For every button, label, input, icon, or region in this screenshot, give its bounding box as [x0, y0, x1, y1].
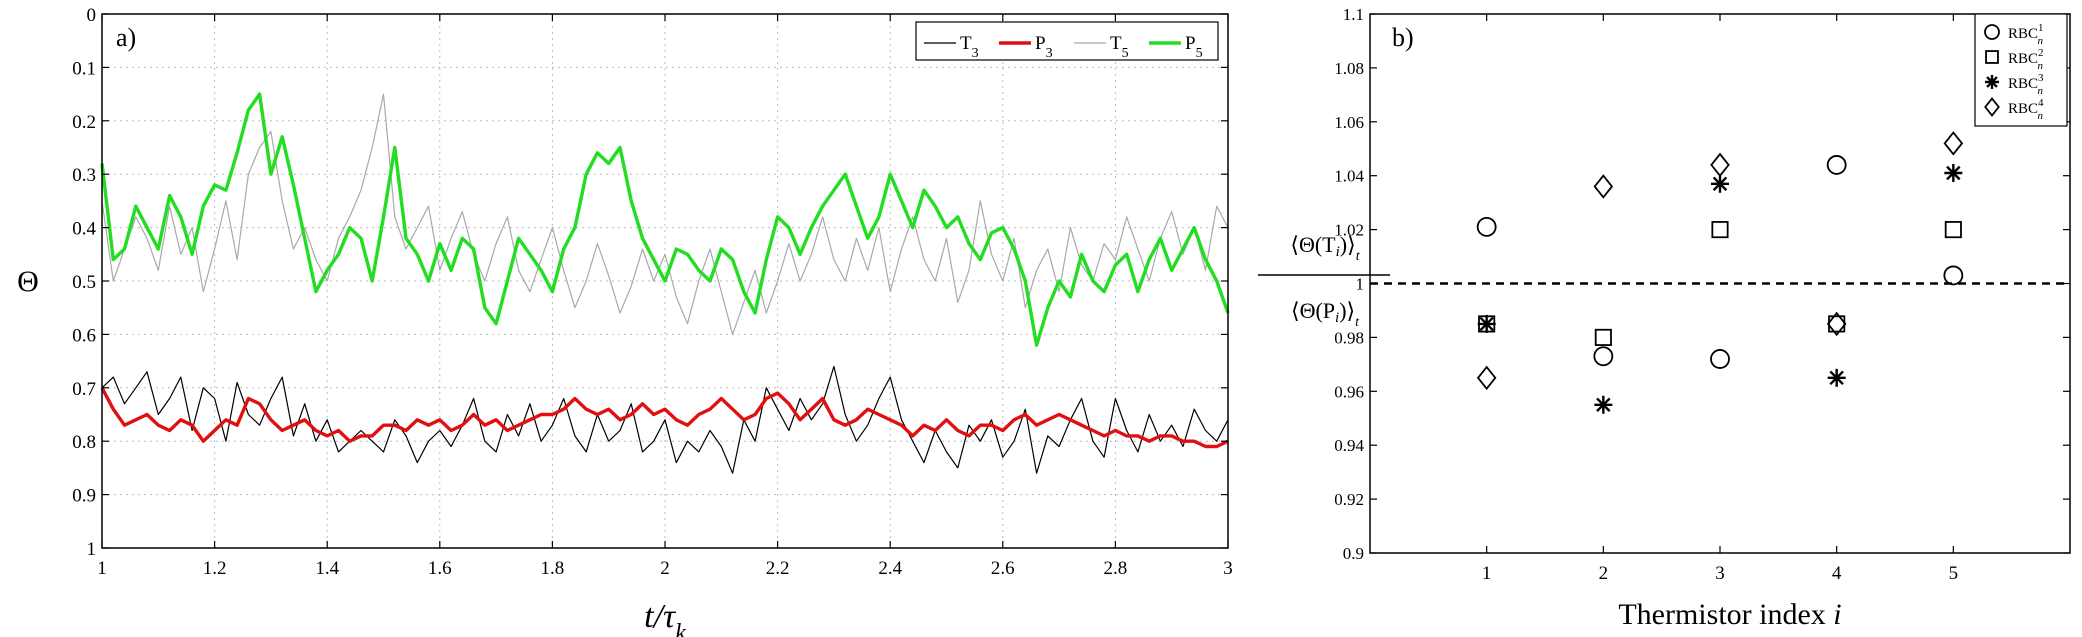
marker-asterisk [1827, 368, 1846, 387]
panel-a: 1 1.2 1.4 1.6 1.8 2 2.2 2.4 2.6 2.8 3 0 0.1 0.2 0.3 0.4… [17, 5, 1233, 637]
y-tick-label: 1.04 [1334, 167, 1364, 186]
legend-marker-asterisk [1985, 75, 1999, 89]
y-tick-label: 1.06 [1334, 113, 1364, 132]
series-line-T3 [101, 365, 1229, 474]
marker-square [1594, 328, 1612, 346]
marker-circle [1593, 346, 1614, 367]
legend-box [915, 21, 1219, 61]
panel-b: 1 2 3 4 5 0.9 0.92 0.94 0.96 0.98 1 1.02 1.04 1.06 1.0… [1258, 5, 2071, 631]
legend-label: RBC4 n [2008, 97, 2044, 122]
y-tick-label: 0.2 [72, 112, 96, 133]
y-tick-label: 0.96 [1334, 382, 1364, 401]
y-tick-label: 0.4 [72, 219, 96, 240]
legend-label: RBC1 n [2008, 22, 2044, 47]
x-tick-label: 2.4 [878, 558, 902, 579]
x-tick-label: 1.8 [541, 558, 565, 579]
marker-asterisk-stroke [1946, 165, 1961, 181]
marker-asterisk-stroke [1829, 370, 1844, 386]
x-tick-label: 3 [1223, 558, 1233, 579]
y-tick-label: 0.3 [72, 165, 96, 186]
legend-marker-diamond [1984, 97, 2000, 117]
x-tick-label: 5 [1949, 563, 1959, 584]
x-tick-label: 1.2 [203, 558, 227, 579]
y-axis-label-numerator: ⟨Θ(Ti)⟩t [1290, 232, 1360, 264]
marker-asterisk-stroke [1712, 176, 1728, 191]
marker-square [1711, 221, 1729, 239]
marker-circle [1710, 349, 1730, 369]
y-tick-label: 0.92 [1334, 490, 1364, 509]
y-tick-label: 0.8 [72, 432, 96, 453]
marker-circle [1476, 217, 1497, 237]
marker-circle [1826, 155, 1847, 175]
x-axis-label: t/τk [644, 598, 686, 637]
legend-label-P3: P3 [1035, 33, 1053, 61]
y-axis-label: Θ [17, 265, 39, 298]
marker-circle [1943, 265, 1964, 286]
panel-label: a) [116, 23, 136, 52]
marker-diamond [1593, 174, 1614, 199]
marker-asterisk [1594, 395, 1613, 414]
legend: T3 P3 T5 P5 [915, 21, 1219, 61]
legend-label-T5: T5 [1110, 33, 1129, 61]
markers [1476, 131, 1964, 414]
legend-label: RBC2 n [2008, 47, 2044, 72]
marker-diamond [1476, 365, 1497, 391]
series-line-T5 [101, 93, 1229, 335]
marker-asterisk-stroke [1596, 397, 1611, 412]
y-axis-label-denominator: ⟨Θ(Pi)⟩t [1291, 298, 1360, 330]
x-tick-label: 1 [1482, 563, 1492, 584]
marker-asterisk [1944, 164, 1963, 183]
x-tick-label: 1.4 [315, 558, 339, 579]
legend-marker-square [1985, 50, 1999, 64]
y-tick-label: 0.98 [1334, 328, 1364, 347]
y-tick-label: 1.1 [1343, 5, 1364, 24]
legend-label-T3: T3 [960, 33, 979, 61]
x-tick-label: 1.6 [428, 558, 452, 579]
x-tick-label: 1 [97, 558, 107, 579]
x-tick-label: 3 [1715, 563, 1725, 584]
x-tick-label: 2.6 [991, 558, 1015, 579]
x-axis-label: Thermistor index i [1618, 598, 1841, 631]
marker-diamond [1826, 311, 1847, 337]
y-tick-label: 0.6 [72, 325, 96, 346]
x-tick-label: 2.8 [1104, 558, 1128, 579]
y-tick-label: 0.7 [72, 379, 96, 400]
x-tick-label: 2.2 [766, 558, 790, 579]
y-tick-label: 0.9 [72, 486, 96, 507]
y-tick-label: 1.02 [1334, 221, 1364, 240]
marker-asterisk-stroke [1479, 316, 1494, 332]
marker-asterisk [1711, 174, 1729, 193]
legend-label-P5: P5 [1185, 33, 1203, 61]
series-line-P5 [100, 92, 1230, 347]
marker-diamond [1710, 152, 1730, 178]
y-tick-label: 0.1 [72, 58, 96, 79]
y-tick-label: 0 [87, 5, 97, 26]
y-tick-label: 1 [87, 539, 97, 560]
x-tick-label: 2 [1599, 563, 1609, 584]
x-tick-label: 4 [1832, 563, 1842, 584]
y-tick-label: 1 [1356, 275, 1365, 294]
marker-asterisk [1477, 314, 1496, 333]
legend-label: RBC3 n [2008, 72, 2044, 97]
marker-diamond [1943, 131, 1964, 156]
grid [102, 14, 1228, 548]
legend-marker-circle [1984, 24, 2000, 40]
series-group [100, 92, 1230, 474]
legend-box [1974, 13, 2068, 127]
y-tick-label: 0.5 [72, 272, 96, 293]
x-tick-label: 2 [660, 558, 670, 579]
y-tick-label: 1.08 [1334, 59, 1364, 78]
series-line-P3 [100, 387, 1229, 449]
y-tick-label: 0.94 [1334, 436, 1364, 455]
panel-label: b) [1392, 23, 1414, 52]
y-tick-label: 0.9 [1343, 544, 1364, 563]
marker-square [1944, 221, 1962, 239]
legend-marker-asterisk-stroke [1986, 76, 1998, 88]
